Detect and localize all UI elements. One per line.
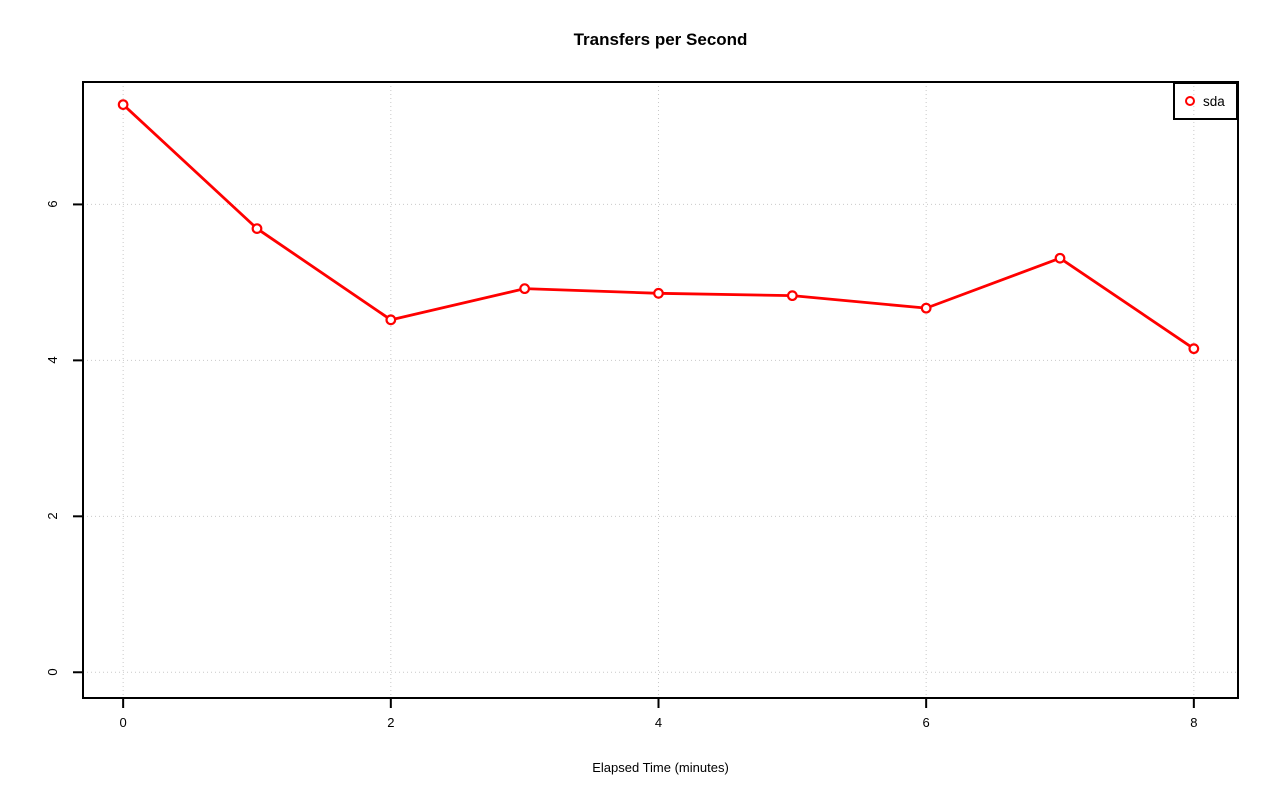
y-tick-label: 2: [45, 512, 60, 520]
data-point-marker: [786, 290, 798, 302]
x-tick-label: 2: [387, 715, 395, 730]
x-tick-label: 0: [119, 715, 127, 730]
y-tick-label: 6: [45, 200, 60, 209]
x-tick-label: 8: [1190, 715, 1198, 730]
x-tick-label: 6: [922, 715, 930, 730]
data-point-marker: [920, 302, 932, 314]
data-point-marker: [385, 314, 397, 326]
data-point-marker: [1188, 343, 1200, 355]
legend-open-circle-icon: [1185, 96, 1195, 106]
data-point-marker: [519, 283, 531, 295]
y-tick-label: 0: [45, 668, 60, 676]
plot-border: [82, 81, 1239, 699]
data-point-marker: [117, 99, 129, 111]
y-tick-label: 4: [45, 356, 60, 364]
x-tick-label: 4: [654, 715, 663, 730]
legend: sda: [1173, 82, 1238, 120]
data-point-marker: [251, 223, 263, 234]
x-axis-title: Elapsed Time (minutes): [592, 760, 729, 775]
chart-title: Transfers per Second: [573, 30, 748, 49]
data-point-marker: [653, 287, 664, 299]
legend-series-label: sda: [1203, 93, 1225, 109]
data-point-marker: [1054, 252, 1066, 264]
